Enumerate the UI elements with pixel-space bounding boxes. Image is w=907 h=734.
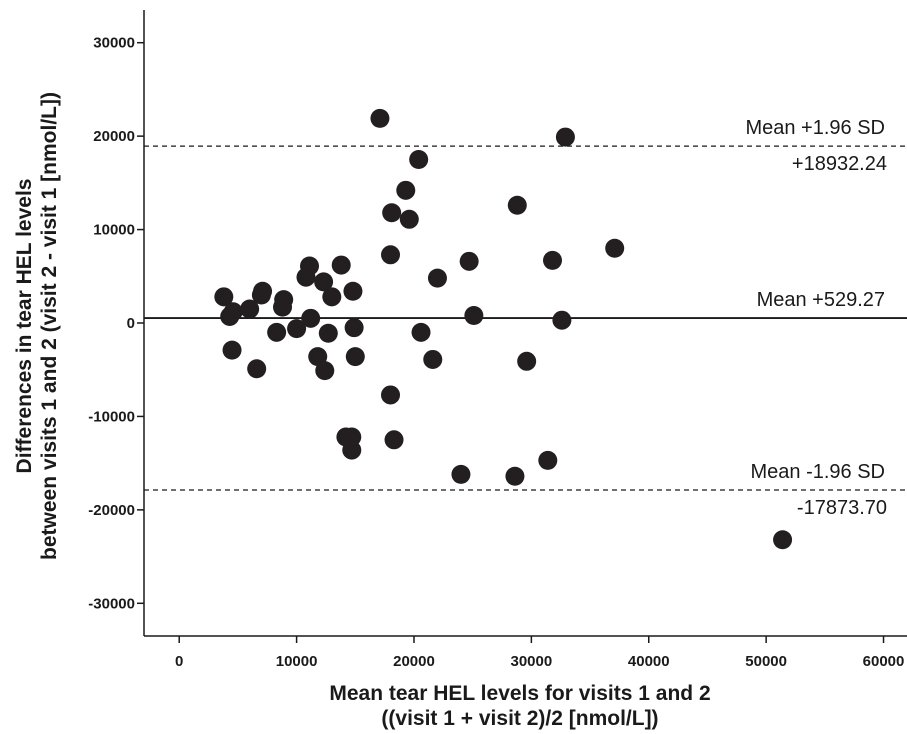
y-tick-label: -10000: [88, 408, 135, 425]
y-axis-title-line-1: Differences in tear HEL levels: [13, 179, 36, 474]
data-point: [315, 361, 335, 381]
data-point: [343, 281, 363, 301]
y-tick-label: 0: [127, 315, 135, 332]
data-point: [247, 359, 267, 379]
data-point: [370, 108, 390, 128]
y-tick-label: 10000: [93, 222, 135, 239]
y-axis: -30000 -20000 -10000 0 10000 20000 30000: [88, 35, 144, 612]
x-tick-label: 0: [175, 653, 183, 670]
y-tick-label: 30000: [93, 35, 135, 52]
data-point: [314, 272, 334, 292]
data-point: [423, 349, 443, 369]
x-tick-label: 60000: [863, 653, 905, 670]
reference-lines: [144, 145, 907, 491]
data-point: [342, 427, 362, 447]
reference-value-label: +18932.24: [792, 153, 887, 175]
data-point: [399, 209, 419, 229]
data-point: [382, 203, 402, 223]
data-point: [505, 466, 525, 486]
data-point: [301, 308, 321, 328]
data-point: [253, 281, 273, 301]
data-point: [222, 340, 242, 360]
data-point: [274, 290, 294, 310]
reference-annotations: Mean +1.96 SD +18932.24 Mean +529.27 Mean -…: [745, 117, 887, 519]
y-tick-label: -20000: [88, 502, 135, 519]
y-tick-label: -30000: [88, 595, 135, 612]
data-point: [322, 287, 342, 307]
data-point: [240, 299, 260, 319]
x-tick-label: 10000: [276, 653, 318, 670]
data-point: [331, 255, 351, 275]
data-points: [214, 108, 793, 550]
data-point: [381, 385, 401, 405]
data-point: [223, 302, 243, 322]
reference-label: Mean +1.96 SD: [745, 117, 885, 139]
data-point: [555, 127, 575, 147]
data-point: [773, 530, 793, 550]
data-point: [427, 268, 447, 288]
data-point: [308, 347, 328, 367]
data-point: [267, 322, 287, 342]
x-axis-title-line-1: Mean tear HEL levels for visits 1 and 2: [329, 682, 710, 705]
data-point: [318, 323, 338, 343]
data-point: [409, 149, 429, 169]
reference-value-label: -17873.70: [797, 497, 887, 519]
data-point: [451, 464, 471, 484]
data-point: [381, 245, 401, 265]
y-axis-title-line-2: between visits 1 and 2 (visit 2 - visit …: [38, 92, 61, 560]
y-tick-label: 20000: [93, 128, 135, 145]
x-tick-label: 20000: [393, 653, 435, 670]
data-point: [605, 238, 625, 258]
x-axis-title-line-2: ((visit 1 + visit 2)/2 [nmol/L]): [381, 707, 658, 730]
data-point: [459, 251, 479, 271]
data-point: [464, 306, 484, 326]
x-axis: 0 10000 20000 30000 40000 50000 60000: [175, 636, 904, 670]
data-point: [384, 430, 404, 450]
data-point: [300, 256, 320, 276]
data-point: [552, 310, 572, 330]
x-tick-label: 30000: [511, 653, 553, 670]
data-point: [396, 180, 416, 200]
data-point: [342, 440, 362, 460]
reference-label: Mean -1.96 SD: [750, 461, 885, 483]
reference-label: Mean +529.27: [757, 289, 885, 311]
data-point: [538, 450, 558, 470]
data-point: [542, 250, 562, 270]
x-tick-label: 50000: [745, 653, 787, 670]
plot-frame: [143, 10, 907, 637]
data-point: [507, 195, 527, 215]
data-point: [214, 287, 234, 307]
data-point: [517, 351, 537, 371]
data-point: [345, 347, 365, 367]
data-point: [287, 319, 307, 339]
data-point: [411, 322, 431, 342]
x-tick-label: 40000: [628, 653, 670, 670]
data-point: [344, 318, 364, 338]
